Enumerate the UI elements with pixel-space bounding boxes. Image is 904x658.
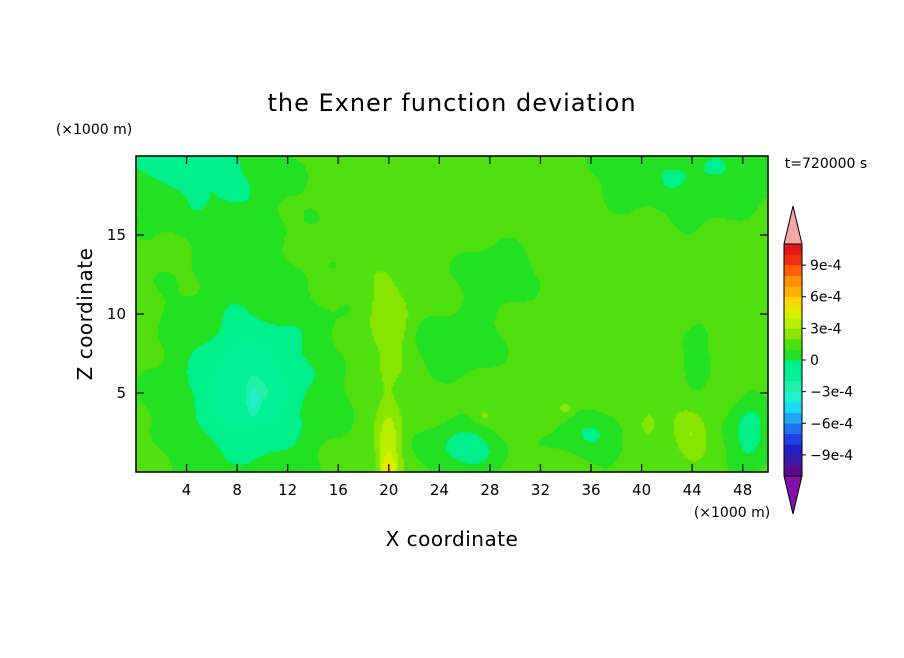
y-axis-title: Z coordinate: [73, 248, 97, 381]
x-tick-label: 40: [632, 481, 651, 499]
x-axis: 4 8 12 16 20 24 28 32 36 40 44 48: [182, 156, 752, 499]
colorbar-segment: [784, 349, 802, 361]
x-tick-label: 48: [733, 481, 752, 499]
colorbar-label: 3e-4: [810, 321, 842, 337]
colorbar-segment: [784, 328, 802, 340]
colorbar-segment: [784, 381, 802, 392]
colorbar-segment: [784, 370, 802, 382]
colorbar-segment: [784, 454, 802, 466]
x-axis-title: X coordinate: [386, 527, 519, 551]
heatmap-image: [136, 156, 768, 472]
colorbar-label: 0: [810, 353, 819, 369]
colorbar-segment: [784, 444, 802, 456]
colorbar-segment: [784, 307, 802, 319]
x-unit-label: (×1000 m): [694, 505, 770, 521]
y-tick-label: 10: [107, 305, 126, 323]
colorbar-segment: [784, 338, 802, 350]
x-tick-label: 28: [480, 481, 499, 499]
colorbar-segment: [784, 317, 802, 329]
colorbar-segment: [784, 391, 802, 403]
colorbar-segment: [784, 275, 802, 287]
colorbar-segment: [784, 402, 802, 414]
time-label: t=720000 s: [785, 156, 867, 172]
colorbar-label: −9e-4: [810, 448, 853, 464]
colorbar-segment: [784, 360, 802, 371]
colorbar-over-arrow: [783, 205, 803, 245]
y-tick-label: 5: [116, 384, 126, 402]
colorbar-segment: [784, 244, 802, 255]
x-tick-label: 20: [379, 481, 398, 499]
colorbar-label: −6e-4: [810, 416, 853, 432]
x-tick-label: 4: [182, 481, 192, 499]
x-tick-label: 8: [232, 481, 242, 499]
x-tick-label: 12: [278, 481, 297, 499]
colorbar: 9e-4 6e-4 3e-4 0 −3e-4 −6e-4 −9e-4: [783, 205, 853, 515]
y-unit-label: (×1000 m): [56, 122, 132, 138]
colorbar-segment: [784, 286, 802, 298]
x-tick-label: 24: [430, 481, 449, 499]
y-axis: 5 10 15: [107, 226, 768, 402]
x-tick-label: 16: [329, 481, 348, 499]
colorbar-segment: [784, 423, 802, 435]
x-tick-label: 36: [581, 481, 600, 499]
colorbar-segment: [784, 465, 802, 477]
colorbar-label: 6e-4: [810, 290, 842, 306]
colorbar-label: 9e-4: [810, 258, 842, 274]
y-tick-label: 15: [107, 226, 126, 244]
colorbar-segment: [784, 254, 802, 266]
heatmap-field: [136, 156, 768, 472]
colorbar-segment: [784, 296, 802, 308]
chart-title: the Exner function deviation: [267, 89, 636, 117]
colorbar-label: −3e-4: [810, 385, 853, 401]
colorbar-segment: [784, 265, 802, 276]
x-tick-label: 32: [531, 481, 550, 499]
colorbar-segment: [784, 433, 802, 445]
colorbar-segment: [784, 412, 802, 424]
x-tick-label: 44: [683, 481, 702, 499]
colorbar-under-arrow: [783, 475, 803, 515]
